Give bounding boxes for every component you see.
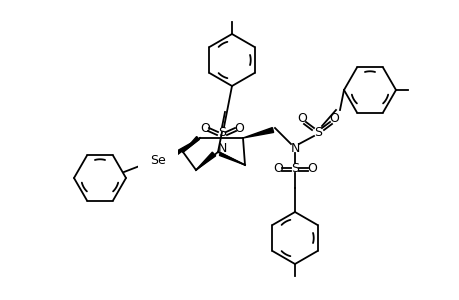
Text: N: N: [290, 142, 299, 154]
Text: O: O: [234, 122, 243, 134]
Text: O: O: [307, 161, 316, 175]
Text: S: S: [218, 125, 225, 139]
Polygon shape: [183, 136, 199, 152]
Text: O: O: [297, 112, 306, 124]
Text: O: O: [273, 161, 282, 175]
Polygon shape: [242, 128, 273, 138]
Polygon shape: [219, 153, 245, 165]
Text: S: S: [291, 161, 298, 175]
Text: N: N: [217, 142, 226, 154]
Polygon shape: [164, 138, 200, 162]
Text: S: S: [313, 125, 321, 139]
Text: Se: Se: [150, 154, 166, 166]
Text: O: O: [200, 122, 209, 134]
Text: O: O: [328, 112, 338, 124]
Polygon shape: [196, 152, 215, 170]
